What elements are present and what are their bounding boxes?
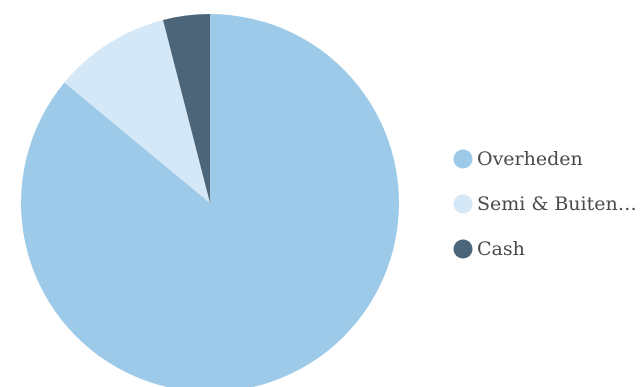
legend-marker (453, 194, 473, 214)
legend-marker (453, 149, 473, 169)
pie-slices (21, 14, 399, 387)
legend: Overheden Semi & Buiten… Cash (453, 148, 637, 260)
legend-label: Semi & Buiten… (477, 193, 637, 215)
pie-slice-semi-buiten (64, 19, 211, 203)
legend-marker (453, 239, 473, 259)
legend-label: Cash (477, 238, 525, 260)
legend-label: Overheden (477, 148, 583, 170)
pie-slice-cash (163, 14, 210, 203)
pie-slice-overheden (21, 14, 399, 387)
